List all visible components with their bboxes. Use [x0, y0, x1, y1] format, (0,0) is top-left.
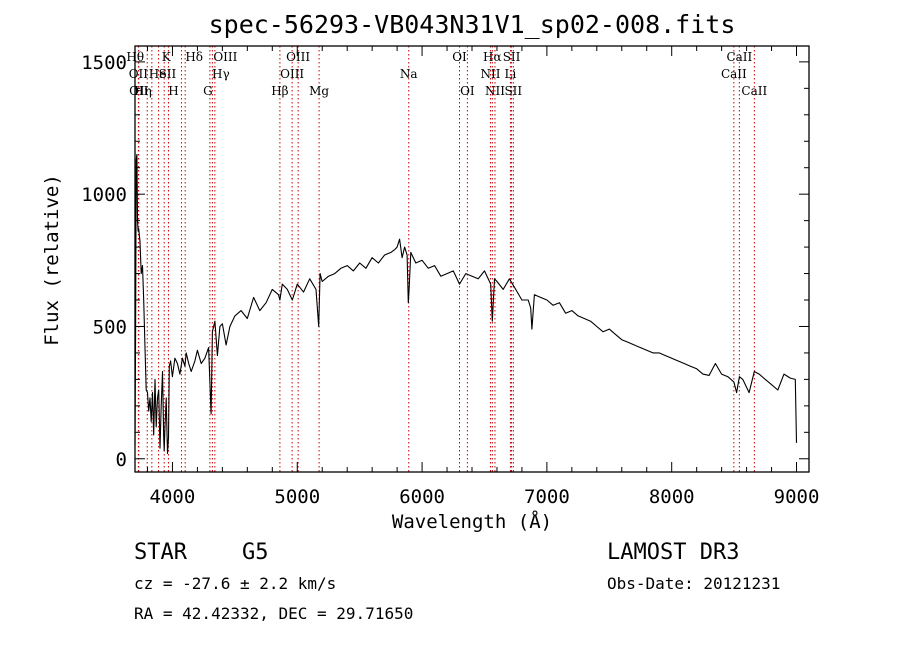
line-marker-label: SII	[503, 50, 521, 64]
line-marker-label: Hβ	[271, 84, 288, 98]
spectral-line-markers	[137, 46, 755, 472]
x-tick-label: 5000	[274, 486, 320, 508]
redshift-value: cz = -27.6 ± 2.2 km/s	[134, 574, 337, 593]
y-tick-label: 1000	[81, 184, 127, 206]
line-marker-label: OI	[460, 84, 475, 98]
object-class: STAR	[134, 540, 187, 565]
line-marker-label: Mg	[309, 84, 329, 98]
line-marker-label: OIII	[280, 67, 304, 81]
y-tick-label: 1500	[81, 52, 127, 74]
line-marker-label: OI	[452, 50, 467, 64]
line-marker-label: G	[203, 84, 213, 98]
line-marker-label: Hγ	[212, 67, 230, 81]
y-axis-ticks: 0 500 1000 1500	[81, 52, 809, 471]
line-marker-label: SII	[504, 84, 522, 98]
spectral-subclass: G5	[242, 540, 269, 565]
x-tick-label: 6000	[399, 486, 445, 508]
line-marker-label: SII	[159, 67, 177, 81]
line-marker-label: OII	[129, 84, 149, 98]
line-marker-label: OII	[129, 67, 149, 81]
line-marker-label: Hη	[134, 84, 152, 98]
x-axis-ticks: 4000 5000 6000 7000 8000 9000	[146, 46, 820, 508]
x-tick-label: 8000	[649, 486, 695, 508]
line-marker-label: He	[149, 67, 167, 81]
line-marker-label: Hδ	[185, 50, 203, 64]
line-marker-label: K	[162, 50, 172, 64]
spectrum-series-line	[134, 153, 798, 455]
line-marker-label: NII	[480, 67, 500, 81]
line-marker-label: OIII	[286, 50, 310, 64]
coordinates: RA = 42.42332, DEC = 29.71650	[134, 604, 414, 623]
x-tick-label: 4000	[150, 486, 196, 508]
y-tick-label: 0	[116, 449, 127, 471]
line-marker-label: NII	[485, 84, 505, 98]
line-marker-label: Hα	[483, 50, 502, 64]
chart-title: spec-56293-VB043N31V1_sp02-008.fits	[209, 10, 736, 39]
x-tick-label: 7000	[524, 486, 570, 508]
line-marker-label: CaII	[726, 50, 752, 64]
line-marker-label: Li	[505, 67, 517, 81]
x-axis-label: Wavelength (Å)	[392, 510, 552, 533]
line-marker-label: Na	[400, 67, 418, 81]
line-marker-label: OIII	[213, 50, 237, 64]
line-marker-label: CaII	[741, 84, 767, 98]
observation-date: Obs-Date: 20121231	[607, 574, 781, 593]
y-tick-label: 500	[93, 316, 127, 338]
x-tick-label: 9000	[774, 486, 820, 508]
line-marker-label: H	[168, 84, 178, 98]
line-marker-label: CaII	[721, 67, 747, 81]
y-axis-label: Flux (relative)	[41, 174, 63, 346]
plot-frame	[134, 45, 810, 473]
survey-name: LAMOST DR3	[607, 540, 740, 565]
